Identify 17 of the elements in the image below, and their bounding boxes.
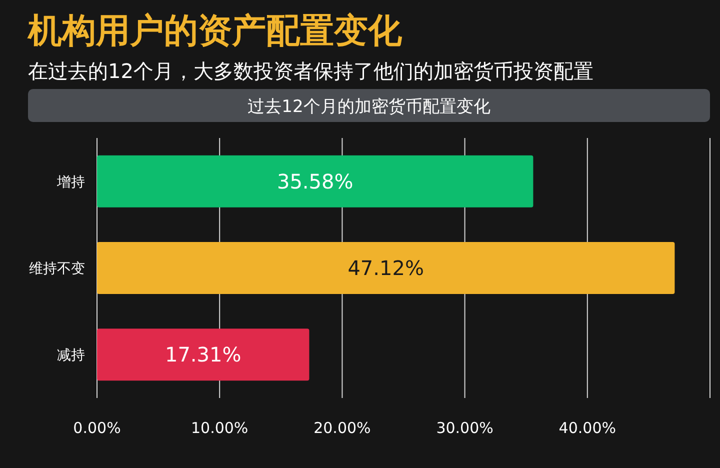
x-tick-label: 40.00% (558, 419, 616, 437)
bar (97, 155, 534, 208)
x-tick-label: 20.00% (314, 419, 371, 437)
y-tick-label: 减持 (57, 348, 85, 364)
data-label: 35.58% (276, 169, 354, 194)
x-tick-label: 0.00% (73, 419, 121, 437)
bar (97, 242, 675, 294)
bar (97, 328, 310, 381)
chart-title: 机构用户的资产配置变化 (27, 11, 403, 51)
text: 过去12个月的加密货币配置变化 (248, 97, 490, 117)
x-tick-label: 10.00% (191, 419, 248, 437)
x-tick-label: 30.00% (436, 419, 494, 437)
y-tick-label: 维持不变 (29, 261, 85, 277)
y-tick-label: 增持 (56, 174, 85, 190)
data-label: 17.31% (164, 342, 242, 367)
chart-subtitle: 在过去的12个月，大多数投资者保持了他们的加密货币投资配置 (28, 59, 594, 83)
data-label: 47.12% (348, 256, 424, 280)
